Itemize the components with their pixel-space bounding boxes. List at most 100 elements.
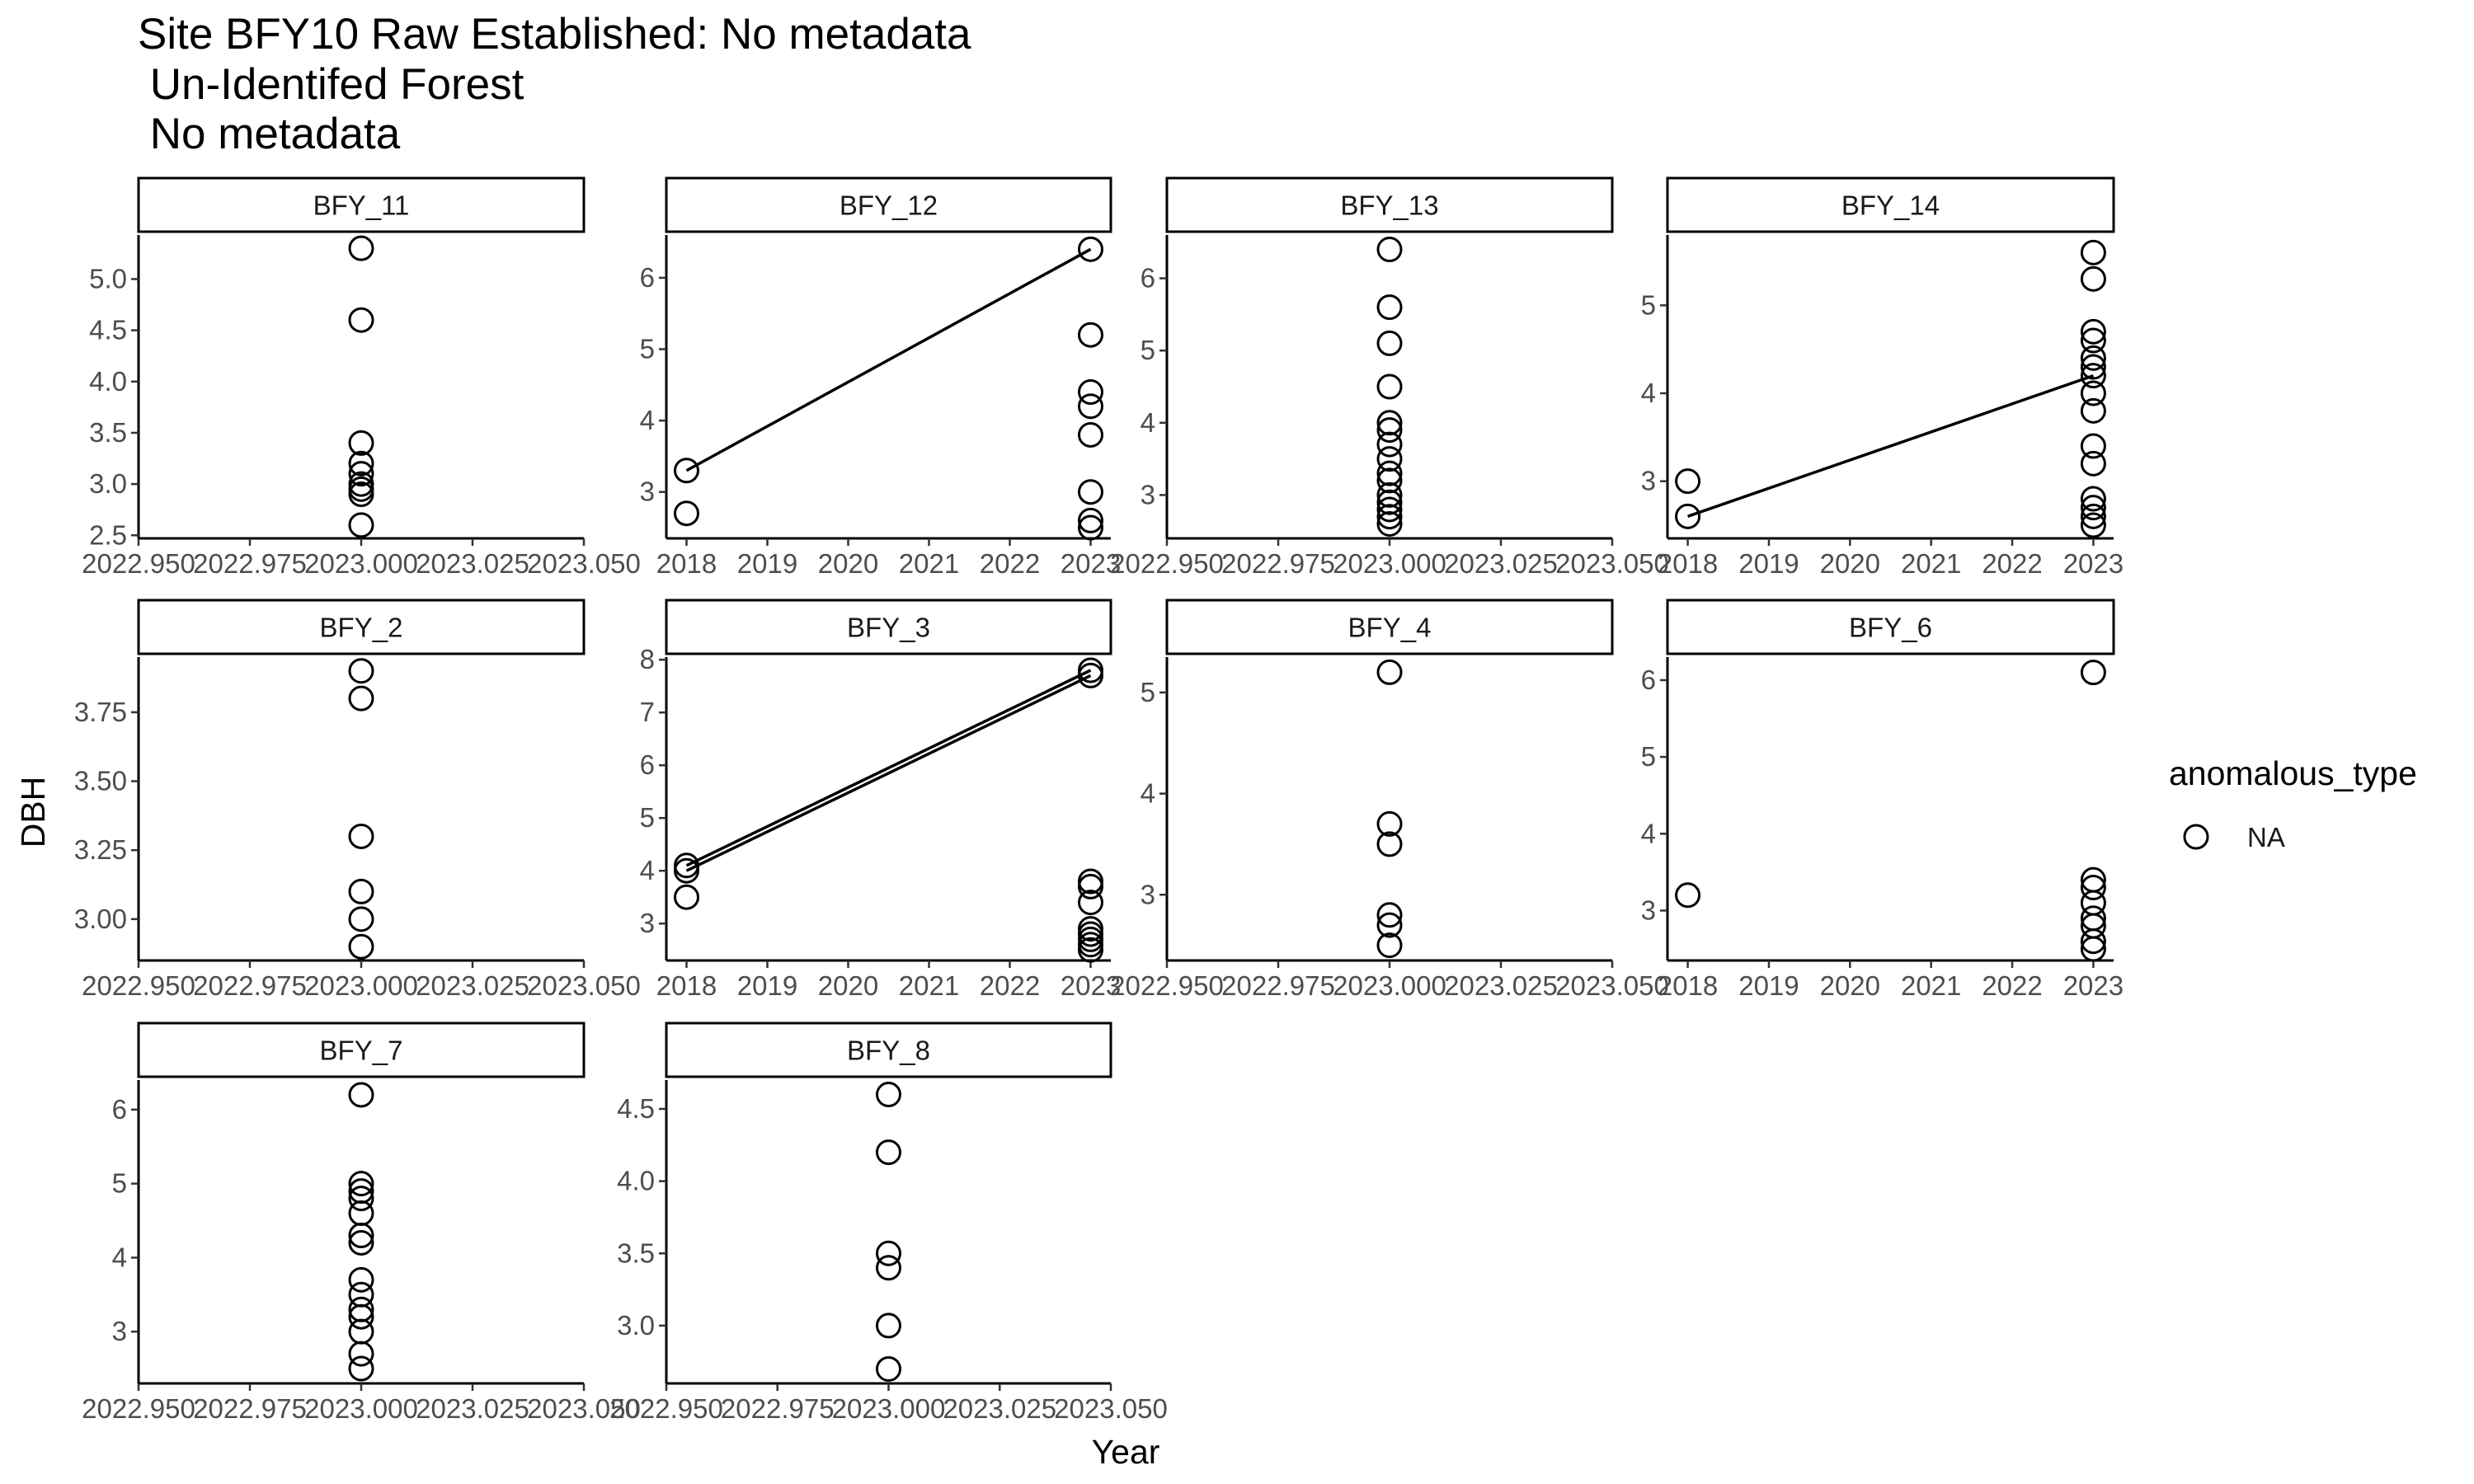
data-point bbox=[1078, 868, 1103, 895]
x-tick-label: 2019 bbox=[737, 548, 797, 579]
y-tick-label: 3.5 bbox=[617, 1237, 655, 1268]
data-point bbox=[2080, 397, 2106, 424]
series-line bbox=[685, 669, 1092, 867]
series-line bbox=[685, 247, 1092, 472]
data-point bbox=[1078, 393, 1103, 420]
facet-strip bbox=[1666, 176, 2115, 233]
y-tick-label: 8 bbox=[640, 644, 655, 674]
facet-strip-label: BFY_7 bbox=[320, 1036, 403, 1066]
series-line bbox=[685, 674, 1092, 872]
data-point bbox=[348, 476, 374, 502]
data-point bbox=[1376, 373, 1403, 400]
x-axis-title: Year bbox=[1092, 1433, 1160, 1471]
data-point bbox=[1376, 912, 1403, 938]
data-point bbox=[2080, 874, 2106, 900]
x-tick-label: 2023.000 bbox=[304, 548, 418, 579]
legend-key-circle-icon bbox=[2183, 824, 2209, 850]
data-point bbox=[1376, 902, 1403, 928]
data-point bbox=[1078, 378, 1103, 405]
facet-panel-bfy_11: BFY_11 2.5 3.0 3.5 4.0 4.5 5.0 2022.9502022.975… bbox=[82, 176, 641, 579]
data-point bbox=[348, 823, 374, 849]
chart-title-line-2: Un-Identifed Forest bbox=[138, 60, 524, 109]
facet-strip-label: BFY_3 bbox=[847, 613, 930, 643]
x-tick-label: 2019 bbox=[737, 970, 797, 1001]
data-point bbox=[348, 906, 374, 932]
y-tick-label: 4.0 bbox=[89, 366, 127, 397]
legend: anomalous_type NA bbox=[2169, 754, 2417, 852]
data-point bbox=[2080, 433, 2106, 459]
x-tick-label: 2022.950 bbox=[609, 1393, 723, 1424]
facet-strip bbox=[1666, 599, 2115, 655]
x-tick-label: 2023.000 bbox=[1333, 970, 1446, 1001]
data-point bbox=[876, 1082, 901, 1108]
facet-panel-bfy_8: BFY_8 3.0 3.5 4.0 4.5 2022.9502022.9752023.00… bbox=[609, 1021, 1168, 1424]
data-point bbox=[348, 307, 374, 333]
x-tick-label: 2018 bbox=[656, 548, 717, 579]
data-point bbox=[1376, 431, 1403, 458]
data-point bbox=[2080, 354, 2106, 380]
data-point bbox=[1376, 467, 1403, 494]
data-point bbox=[1376, 330, 1403, 356]
y-tick-label: 4 bbox=[1641, 818, 1656, 848]
data-point bbox=[2080, 450, 2106, 477]
facet-panel-bfy_2: BFY_23.003.253.503.752022.9502022.975202… bbox=[74, 599, 641, 1001]
x-tick-label: 2019 bbox=[1738, 970, 1799, 1001]
x-tick-label: 2020 bbox=[818, 970, 878, 1001]
x-tick-label: 2023 bbox=[1061, 970, 1121, 1001]
y-tick-label: 3 bbox=[112, 1316, 127, 1346]
data-point bbox=[348, 1082, 374, 1108]
data-point bbox=[1078, 937, 1103, 963]
facet-panel-bfy_12: BFY_12 3 4 5 6 2018 2019 2020 2021 2022 2023 bbox=[640, 176, 1121, 579]
data-point bbox=[348, 1171, 374, 1197]
data-point bbox=[876, 1313, 901, 1339]
data-point bbox=[1376, 510, 1403, 537]
y-tick-label: 3.00 bbox=[74, 904, 127, 934]
facet-strip bbox=[1165, 599, 1614, 655]
data-point bbox=[348, 1200, 374, 1227]
data-point bbox=[1078, 514, 1103, 541]
y-tick-label: 2.5 bbox=[89, 519, 127, 550]
y-axis-title: DBH bbox=[14, 777, 52, 848]
data-point bbox=[2080, 327, 2106, 354]
x-tick-label: 2023.025 bbox=[1444, 548, 1558, 579]
facet-strip bbox=[665, 176, 1112, 233]
data-point bbox=[1078, 873, 1103, 899]
data-point bbox=[1376, 496, 1403, 523]
y-tick-label: 3 bbox=[1141, 879, 1155, 909]
data-point bbox=[2080, 239, 2106, 265]
y-tick-label: 5 bbox=[1141, 677, 1155, 707]
x-tick-label: 2020 bbox=[818, 548, 878, 579]
y-tick-label: 6 bbox=[112, 1094, 127, 1125]
x-tick-label: 2020 bbox=[1820, 548, 1880, 579]
x-tick-label: 2023.050 bbox=[1555, 970, 1669, 1001]
data-point bbox=[348, 1303, 374, 1330]
x-tick-label: 2023.025 bbox=[416, 970, 529, 1001]
data-point bbox=[876, 1255, 901, 1281]
y-tick-label: 4 bbox=[1641, 378, 1656, 408]
data-point bbox=[1675, 503, 1701, 529]
data-point bbox=[1078, 662, 1103, 688]
data-point bbox=[348, 1266, 374, 1293]
x-tick-label: 2022.975 bbox=[193, 1393, 307, 1424]
data-point bbox=[348, 1341, 374, 1367]
y-tick-label: 4 bbox=[640, 405, 655, 435]
data-point bbox=[1376, 481, 1403, 508]
y-tick-label: 4 bbox=[1141, 778, 1155, 809]
x-tick-label: 2023 bbox=[1061, 548, 1121, 579]
facet-strip bbox=[665, 599, 1112, 655]
data-point bbox=[1376, 410, 1403, 436]
y-tick-label: 5 bbox=[640, 334, 655, 364]
x-tick-label: 2023.000 bbox=[304, 970, 418, 1001]
x-tick-label: 2023.050 bbox=[527, 548, 641, 579]
facet-strip-label: BFY_2 bbox=[320, 613, 403, 643]
x-tick-label: 2023.025 bbox=[943, 1393, 1056, 1424]
data-point bbox=[348, 658, 374, 684]
y-tick-label: 3.5 bbox=[89, 417, 127, 448]
facet-strip-label: BFY_14 bbox=[1841, 190, 1940, 221]
y-tick-label: 3.25 bbox=[74, 834, 127, 865]
facet-panels: BFY_112.53.03.54.04.55.02022.9502022.975… bbox=[74, 176, 2124, 1424]
y-tick-label: 4.5 bbox=[89, 315, 127, 345]
x-tick-label: 2018 bbox=[1658, 548, 1718, 579]
x-tick-label: 2022.975 bbox=[193, 970, 307, 1001]
data-point bbox=[348, 1355, 374, 1382]
